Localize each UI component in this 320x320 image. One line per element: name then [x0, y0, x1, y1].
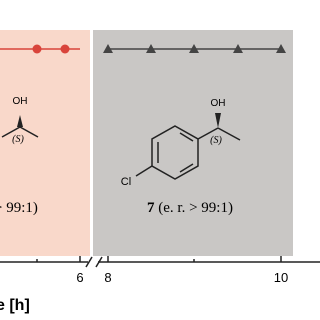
series-gray [103, 44, 286, 53]
atom-label: Cl [121, 176, 131, 188]
x-tick-label: 8 [104, 270, 111, 285]
x-tick-label: 6 [76, 270, 83, 285]
caption: 7 (e. r. > 99:1) [147, 200, 233, 216]
atom-label: OH [13, 96, 28, 107]
series-red [0, 44, 80, 54]
x-axis-label: e [h] [0, 297, 30, 314]
caption: > 99:1) [0, 200, 38, 216]
x-tick-label: 10 [274, 270, 288, 285]
x-axis [0, 256, 320, 268]
molecule-right [135, 113, 241, 180]
compound-number: 7 [147, 200, 155, 216]
panel-left [0, 30, 90, 256]
atom-label: OH [211, 98, 226, 109]
panel-right [93, 30, 293, 256]
molecule-left [1, 115, 39, 138]
stereo-label: (S) [210, 135, 222, 146]
caption-text: (e. r. > 99:1) [158, 200, 233, 216]
stereo-label: (S) [12, 134, 24, 145]
